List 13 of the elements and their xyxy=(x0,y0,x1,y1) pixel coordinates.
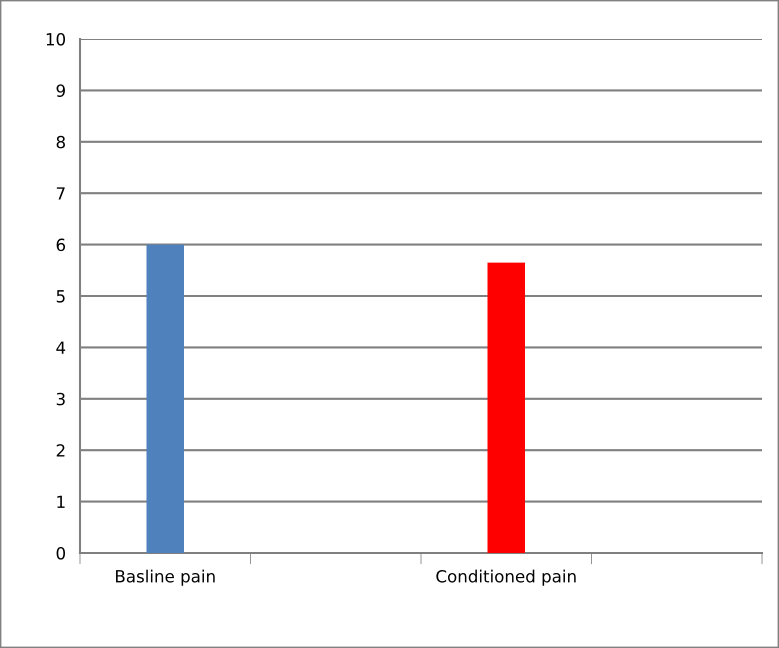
y-tick-label: 5 xyxy=(56,290,65,303)
y-tick-label: 8 xyxy=(56,136,65,148)
x-tick-label: Basline pain xyxy=(116,570,215,586)
y-tick-label: 6 xyxy=(56,238,66,252)
y-tick-label: 10 xyxy=(46,32,66,46)
y-tick-label: 0 xyxy=(56,546,66,560)
x-tick-label: Conditioned pain xyxy=(436,570,576,586)
y-tick-label: 3 xyxy=(56,392,65,406)
y-tick-label: 7 xyxy=(56,187,65,200)
y-tick-label: 2 xyxy=(56,444,64,457)
y-tick-label: 9 xyxy=(56,84,65,97)
y-tick-label: 4 xyxy=(56,342,66,354)
y-tick-label: 1 xyxy=(57,496,65,508)
